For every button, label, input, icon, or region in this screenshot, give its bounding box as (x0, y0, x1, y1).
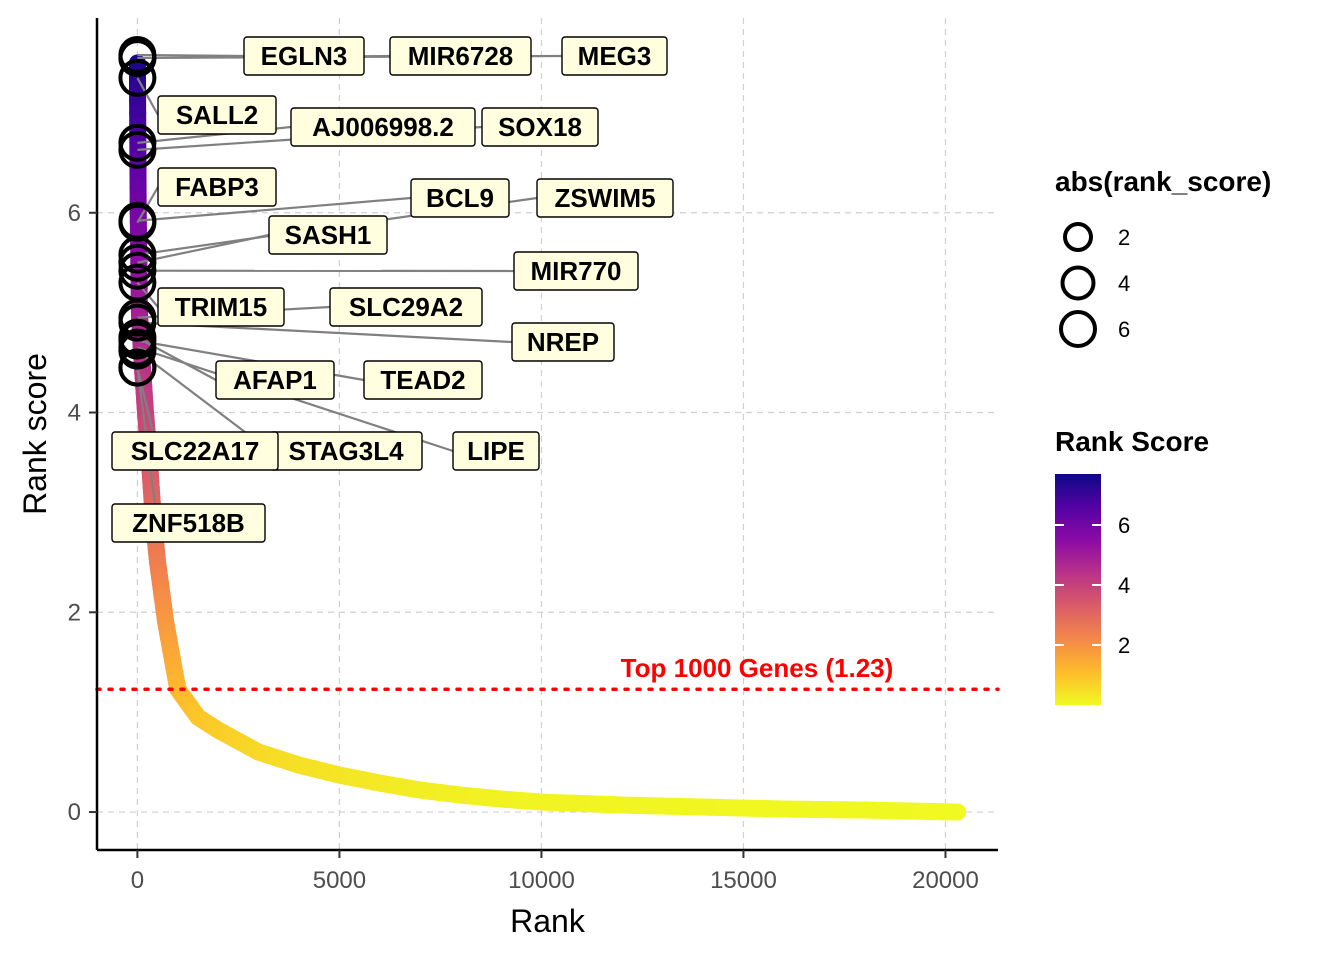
color-legend-label: 4 (1118, 573, 1130, 598)
gene-label-box (157, 287, 285, 327)
gene-label: SASH1 (285, 220, 372, 250)
gene-label: STAG3L4 (288, 436, 404, 466)
gene-point (118, 331, 157, 370)
x-tick-label: 10000 (508, 867, 575, 894)
gene-label-box (389, 36, 532, 76)
gene-label-box (268, 215, 388, 255)
color-legend-bar (1055, 474, 1101, 705)
gene-point (118, 303, 157, 342)
gene-label-box (157, 167, 277, 207)
gene-label: LIPE (467, 436, 525, 466)
gene-label-box (561, 36, 668, 76)
gene-point (118, 348, 157, 387)
y-axis-title: Rank score (17, 353, 53, 515)
gene-label-box (157, 95, 277, 135)
gene-label-box (536, 178, 674, 218)
gene-point (118, 38, 157, 77)
gene-label-box (410, 178, 510, 218)
gene-point (118, 251, 157, 290)
threshold-label: Top 1000 Genes (1.23) (621, 653, 894, 683)
gene-label: FABP3 (175, 172, 259, 202)
gene-label: MIR770 (530, 256, 621, 286)
size-legend-label: 6 (1118, 317, 1130, 342)
gene-label-box (111, 503, 266, 543)
gene-label: SLC29A2 (349, 292, 463, 322)
y-tick-label: 4 (68, 400, 81, 427)
gene-label-box (511, 322, 615, 362)
gene-label: AFAP1 (233, 365, 317, 395)
gene-label: BCL9 (426, 183, 494, 213)
gene-label: TEAD2 (380, 365, 465, 395)
gene-point (118, 58, 157, 97)
gene-label: TRIM15 (175, 292, 267, 322)
size-legend-label: 4 (1118, 271, 1130, 296)
gene-label-box (243, 36, 365, 76)
gene-label-box (452, 431, 540, 471)
gene-label: EGLN3 (261, 41, 348, 71)
connector-line (137, 196, 412, 222)
gene-label: SLC22A17 (131, 436, 260, 466)
connector-line (136, 77, 159, 116)
x-tick-label: 15000 (710, 867, 777, 894)
size-legend-label: 2 (1118, 225, 1130, 250)
x-axis-title: Rank (510, 903, 586, 939)
color-legend-label: 2 (1118, 633, 1130, 658)
legend: abs(rank_score) 2 4 6 Rank Score 6 4 2 (1055, 166, 1271, 705)
x-tick-label: 20000 (912, 867, 979, 894)
gene-label: SOX18 (498, 112, 582, 142)
gene-labels: EGLN3 MIR6728 MEG3 SALL2 AJ006998.2 SOX18 FABP… (111, 36, 674, 543)
gene-label: AJ006998.2 (312, 112, 454, 142)
gene-label: SALL2 (176, 100, 258, 130)
size-legend-title: abs(rank_score) (1055, 166, 1271, 197)
x-tick-label: 0 (131, 867, 144, 894)
gene-label: MEG3 (578, 41, 652, 71)
gene-label: ZSWIM5 (554, 183, 655, 213)
gene-label-box (290, 107, 476, 147)
y-tick-label: 2 (68, 599, 81, 626)
size-legend-key (1059, 310, 1097, 348)
gene-label: NREP (527, 327, 599, 357)
gene-label: MIR6728 (408, 41, 514, 71)
gene-label-box (363, 360, 483, 400)
highlighted-points (118, 35, 157, 387)
x-tick-label: 5000 (313, 867, 366, 894)
gene-label-box (481, 107, 599, 147)
gene-point (118, 130, 157, 169)
axes: 0 5000 10000 15000 20000 0 2 4 6 Rank Rank score (17, 18, 998, 939)
gene-label-box (329, 287, 483, 327)
size-legend-key (1063, 222, 1093, 252)
color-legend-label: 6 (1118, 513, 1130, 538)
threshold-line: Top 1000 Genes (1.23) (95, 653, 1000, 691)
y-tick-label: 0 (68, 799, 81, 826)
gene-label: ZNF518B (132, 508, 245, 538)
connector-line (137, 233, 270, 264)
connector-line (136, 336, 217, 381)
size-legend-key (1060, 265, 1096, 301)
color-legend-title: Rank Score (1055, 426, 1209, 457)
y-tick-label: 6 (68, 200, 81, 227)
gene-label-box (513, 251, 639, 291)
gene-label-box (111, 431, 279, 471)
gene-label-box (215, 360, 335, 400)
